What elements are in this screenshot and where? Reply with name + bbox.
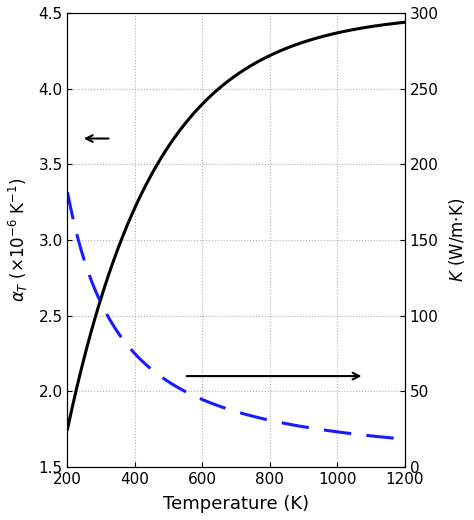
Y-axis label: $K$ (W/m$\cdot$K): $K$ (W/m$\cdot$K) [447,198,467,282]
X-axis label: Temperature (K): Temperature (K) [163,495,309,513]
Y-axis label: $\alpha_{T}$ ($\times$10$^{-6}$ K$^{-1}$): $\alpha_{T}$ ($\times$10$^{-6}$ K$^{-1}$… [7,178,30,302]
